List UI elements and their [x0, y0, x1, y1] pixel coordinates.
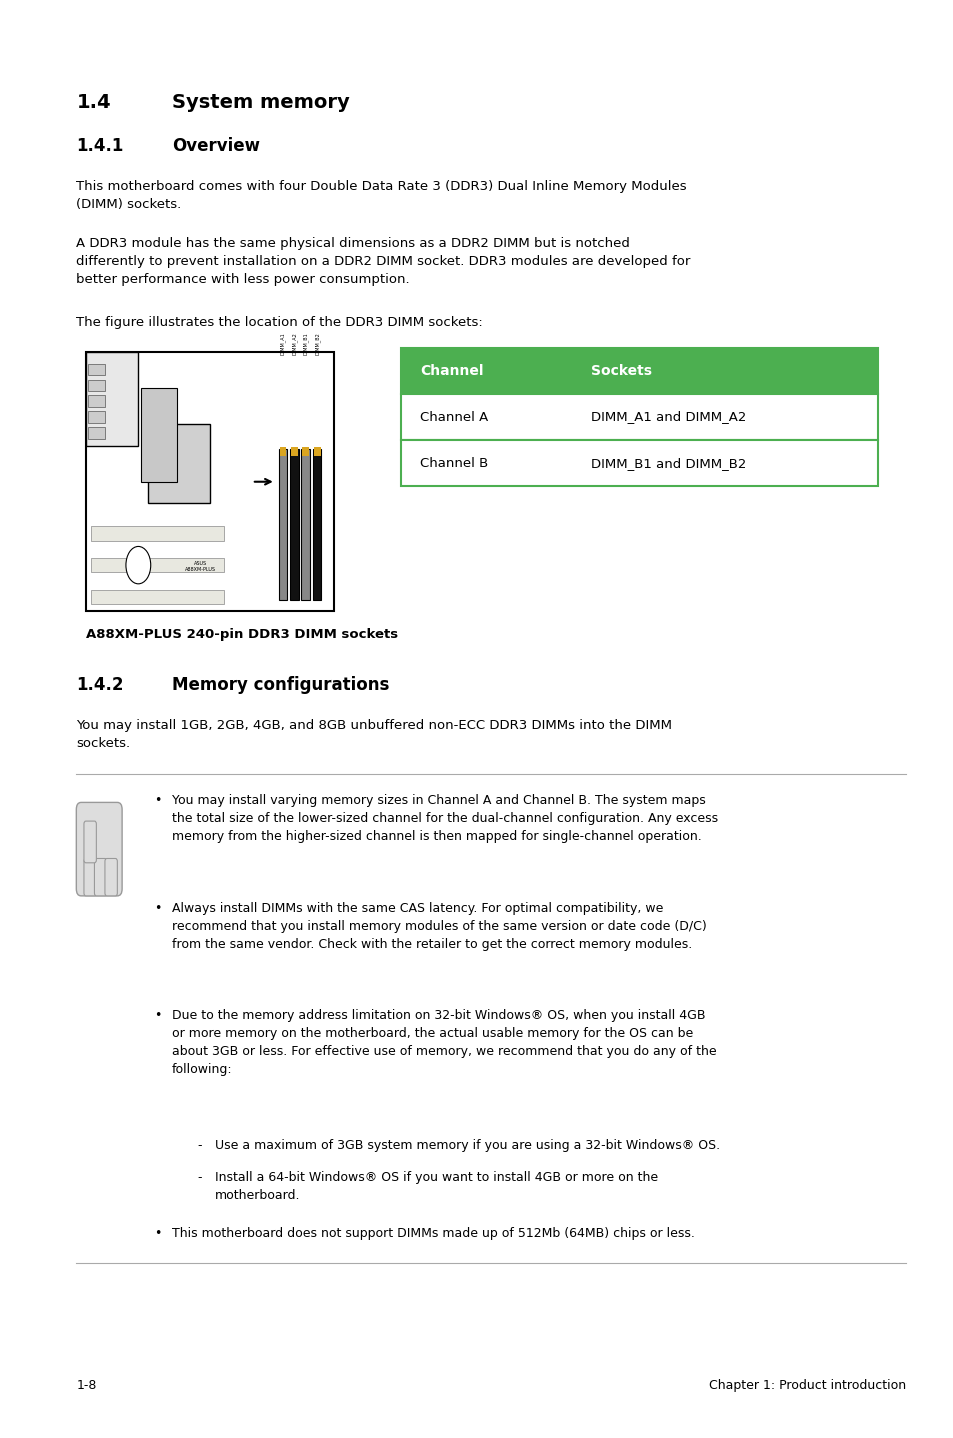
- FancyBboxPatch shape: [88, 395, 105, 407]
- Text: 1-8: 1-8: [76, 1379, 96, 1392]
- Text: •: •: [154, 1009, 162, 1022]
- Text: •: •: [154, 794, 162, 807]
- Text: 1.4: 1.4: [76, 93, 111, 112]
- Text: A88XM-PLUS 240-pin DDR3 DIMM sockets: A88XM-PLUS 240-pin DDR3 DIMM sockets: [86, 628, 397, 641]
- Text: A DDR3 module has the same physical dimensions as a DDR2 DIMM but is notched
dif: A DDR3 module has the same physical dime…: [76, 237, 690, 286]
- Text: DIMM_A1: DIMM_A1: [280, 332, 285, 355]
- FancyBboxPatch shape: [84, 858, 96, 896]
- FancyBboxPatch shape: [278, 449, 287, 600]
- Text: Channel: Channel: [419, 364, 483, 378]
- Text: DIMM_A1 and DIMM_A2: DIMM_A1 and DIMM_A2: [591, 410, 746, 424]
- Text: DIMM_B2: DIMM_B2: [314, 332, 319, 355]
- Text: DIMM_B1: DIMM_B1: [303, 332, 308, 355]
- Text: System memory: System memory: [172, 93, 349, 112]
- FancyBboxPatch shape: [141, 388, 177, 482]
- FancyBboxPatch shape: [148, 424, 210, 503]
- Text: •: •: [154, 902, 162, 915]
- Text: -: -: [197, 1171, 202, 1183]
- Text: -: -: [197, 1139, 202, 1152]
- Text: You may install 1GB, 2GB, 4GB, and 8GB unbuffered non-ECC DDR3 DIMMs into the DI: You may install 1GB, 2GB, 4GB, and 8GB u…: [76, 719, 672, 751]
- Circle shape: [126, 546, 151, 584]
- FancyBboxPatch shape: [105, 858, 117, 896]
- FancyBboxPatch shape: [76, 802, 122, 896]
- Text: 1.4.1: 1.4.1: [76, 137, 124, 155]
- FancyBboxPatch shape: [91, 558, 224, 572]
- FancyBboxPatch shape: [400, 348, 877, 394]
- FancyBboxPatch shape: [290, 449, 298, 600]
- Text: DIMM_A2: DIMM_A2: [292, 332, 296, 355]
- FancyBboxPatch shape: [91, 526, 224, 541]
- Text: The figure illustrates the location of the DDR3 DIMM sockets:: The figure illustrates the location of t…: [76, 316, 482, 329]
- Text: 1.4.2: 1.4.2: [76, 676, 124, 695]
- FancyBboxPatch shape: [279, 447, 286, 456]
- Text: Use a maximum of 3GB system memory if you are using a 32-bit Windows® OS.: Use a maximum of 3GB system memory if yo…: [214, 1139, 719, 1152]
- Text: DIMM_B1 and DIMM_B2: DIMM_B1 and DIMM_B2: [591, 456, 746, 470]
- Text: This motherboard comes with four Double Data Rate 3 (DDR3) Dual Inline Memory Mo: This motherboard comes with four Double …: [76, 180, 686, 211]
- FancyBboxPatch shape: [88, 364, 105, 375]
- FancyBboxPatch shape: [400, 394, 877, 440]
- FancyBboxPatch shape: [84, 821, 96, 863]
- Text: Overview: Overview: [172, 137, 259, 155]
- Text: •: •: [154, 1227, 162, 1240]
- Text: Due to the memory address limitation on 32-bit Windows® OS, when you install 4GB: Due to the memory address limitation on …: [172, 1009, 716, 1077]
- FancyBboxPatch shape: [86, 352, 138, 446]
- FancyBboxPatch shape: [291, 447, 297, 456]
- FancyBboxPatch shape: [314, 447, 320, 456]
- Text: Always install DIMMs with the same CAS latency. For optimal compatibility, we
re: Always install DIMMs with the same CAS l…: [172, 902, 706, 951]
- FancyBboxPatch shape: [301, 449, 310, 600]
- FancyBboxPatch shape: [88, 411, 105, 423]
- Text: Channel A: Channel A: [419, 410, 488, 424]
- FancyBboxPatch shape: [94, 858, 107, 896]
- Text: You may install varying memory sizes in Channel A and Channel B. The system maps: You may install varying memory sizes in …: [172, 794, 717, 843]
- Text: Channel B: Channel B: [419, 456, 488, 470]
- FancyBboxPatch shape: [313, 449, 321, 600]
- FancyBboxPatch shape: [302, 447, 309, 456]
- FancyBboxPatch shape: [400, 440, 877, 486]
- Text: Sockets: Sockets: [591, 364, 652, 378]
- FancyBboxPatch shape: [86, 352, 334, 611]
- Text: Install a 64-bit Windows® OS if you want to install 4GB or more on the
motherboa: Install a 64-bit Windows® OS if you want…: [214, 1171, 657, 1202]
- Text: ASUS
A88XM-PLUS: ASUS A88XM-PLUS: [185, 561, 215, 572]
- Text: Memory configurations: Memory configurations: [172, 676, 389, 695]
- Text: Chapter 1: Product introduction: Chapter 1: Product introduction: [708, 1379, 905, 1392]
- Text: This motherboard does not support DIMMs made up of 512Mb (64MB) chips or less.: This motherboard does not support DIMMs …: [172, 1227, 694, 1240]
- FancyBboxPatch shape: [88, 427, 105, 439]
- FancyBboxPatch shape: [88, 380, 105, 391]
- FancyBboxPatch shape: [91, 590, 224, 604]
